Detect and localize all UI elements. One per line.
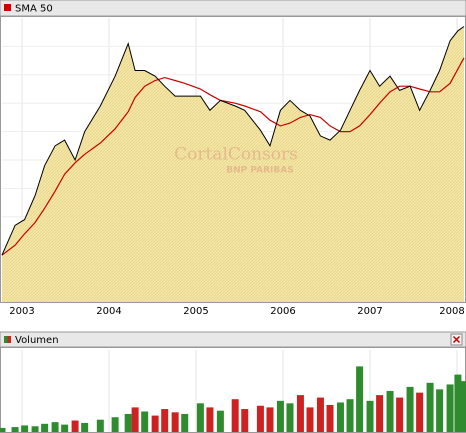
watermark: BNP PARIBAS bbox=[226, 166, 293, 176]
x-tick-label: 2004 bbox=[96, 306, 121, 317]
x-tick-label: 2007 bbox=[357, 306, 382, 317]
volume-bar bbox=[81, 422, 89, 432]
volume-bar bbox=[316, 397, 324, 432]
volume-bar bbox=[356, 366, 364, 432]
volume-bar bbox=[96, 419, 104, 432]
volume-bar bbox=[216, 410, 224, 432]
legend-swatch bbox=[4, 4, 11, 11]
volume-bar bbox=[256, 405, 264, 432]
volume-bar bbox=[41, 423, 49, 432]
x-tick-label: 2008 bbox=[439, 306, 464, 317]
x-tick-label: 2003 bbox=[9, 306, 34, 317]
volume-bar bbox=[151, 415, 159, 432]
volume-bar bbox=[196, 403, 204, 432]
volume-bar bbox=[346, 399, 354, 432]
volume-bar bbox=[436, 389, 444, 432]
volume-bar bbox=[386, 391, 394, 432]
close-icon bbox=[452, 335, 461, 344]
volume-bar bbox=[454, 374, 462, 432]
volume-bar bbox=[21, 425, 29, 432]
volume-bar bbox=[111, 417, 119, 432]
volume-bar bbox=[131, 407, 139, 432]
volume-bar bbox=[366, 400, 374, 432]
volume-bar bbox=[31, 426, 39, 432]
legend-swatch bbox=[4, 336, 8, 343]
price-line bbox=[1, 26, 465, 256]
volume-bar bbox=[306, 407, 314, 432]
legend-label: Volumen bbox=[15, 335, 59, 346]
volume-bar bbox=[326, 404, 334, 432]
legend-swatch bbox=[7, 336, 11, 343]
watermark: CortalConsors bbox=[174, 145, 298, 165]
x-tick-label: 2006 bbox=[270, 306, 295, 317]
volume-bar bbox=[161, 409, 169, 432]
volume-bar bbox=[141, 411, 149, 432]
volume-bar bbox=[0, 427, 6, 432]
sma-line bbox=[1, 57, 465, 256]
volume-bar bbox=[266, 407, 274, 432]
volume-bar bbox=[406, 386, 414, 432]
volume-bar bbox=[181, 413, 189, 432]
volume-bar bbox=[336, 402, 344, 432]
volume-bar bbox=[296, 395, 304, 432]
volume-bar bbox=[286, 403, 294, 432]
volume-bar bbox=[460, 381, 466, 432]
volume-bar bbox=[11, 427, 19, 432]
volume-bar bbox=[51, 422, 59, 432]
volume-bar bbox=[171, 412, 179, 432]
volume-bar bbox=[241, 409, 249, 432]
volume-bar bbox=[231, 399, 239, 432]
volume-bar bbox=[446, 384, 454, 432]
volume-bar bbox=[376, 395, 384, 432]
header-bar bbox=[0, 331, 466, 348]
main-plot bbox=[1, 18, 465, 302]
volume-bar bbox=[416, 392, 424, 432]
volume-bar bbox=[426, 382, 434, 432]
header-bar bbox=[0, 0, 466, 17]
legend-label: SMA 50 bbox=[15, 4, 53, 15]
volume-bar bbox=[124, 413, 132, 432]
volume-bar bbox=[206, 407, 214, 432]
volume-bar bbox=[71, 420, 79, 432]
volume-bar bbox=[276, 400, 284, 432]
volume-plot bbox=[0, 350, 466, 432]
volume-bar bbox=[61, 424, 69, 432]
volume-bar bbox=[396, 397, 404, 432]
x-tick-label: 2005 bbox=[183, 306, 208, 317]
price-area bbox=[2, 26, 464, 302]
